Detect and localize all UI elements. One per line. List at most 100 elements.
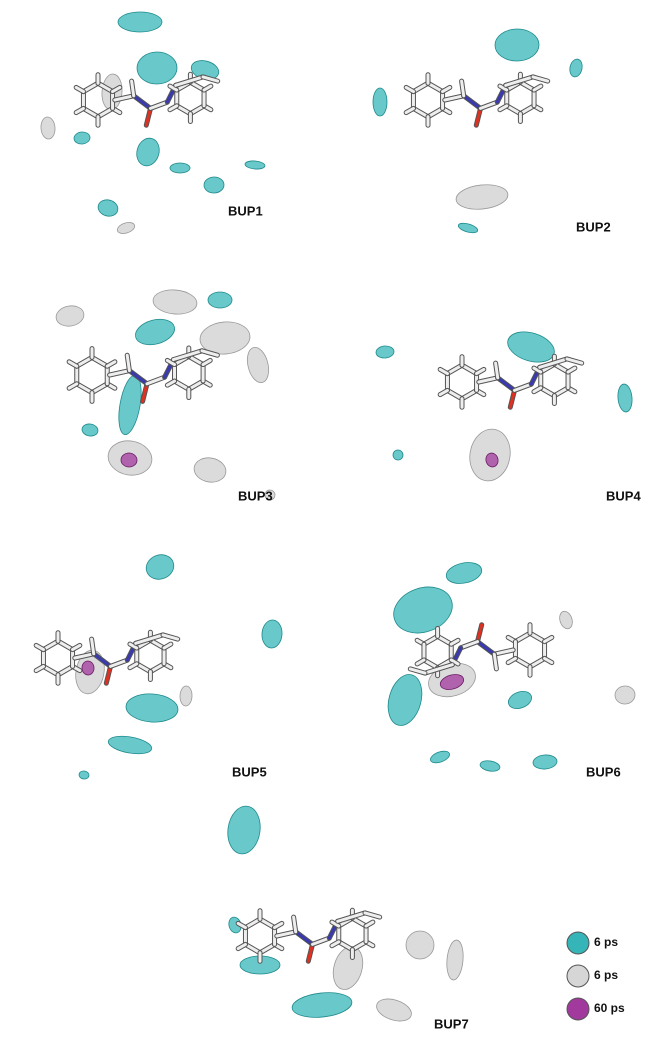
bond	[77, 357, 92, 366]
density-blob	[125, 692, 179, 724]
bond	[476, 108, 480, 125]
bond	[413, 83, 428, 91]
bond	[477, 369, 484, 373]
bond	[260, 944, 275, 952]
density-blob	[192, 455, 228, 484]
density-blob	[204, 177, 225, 194]
density-blob	[118, 12, 162, 32]
density-blob	[393, 450, 404, 461]
bond	[545, 637, 552, 641]
bond	[73, 645, 80, 649]
bond	[445, 96, 464, 100]
bond	[83, 83, 98, 91]
panel-label: BUP7	[434, 1016, 469, 1031]
density-blob	[115, 374, 145, 437]
bond	[462, 365, 477, 373]
density-blob	[152, 288, 198, 316]
density-blob	[121, 453, 138, 468]
legend-label: 6 ps	[594, 968, 618, 982]
bond	[530, 633, 545, 641]
bond	[43, 666, 58, 674]
density-blob	[406, 931, 434, 959]
bond	[58, 666, 73, 674]
density-blob	[180, 686, 193, 706]
legend-swatch	[567, 932, 589, 954]
density-blob	[78, 770, 89, 779]
bond	[567, 359, 582, 363]
density-blob	[107, 733, 153, 756]
panel-label: BUP4	[606, 488, 641, 503]
density-blob	[444, 559, 483, 586]
bond	[447, 365, 462, 373]
bond	[43, 641, 58, 649]
bond	[462, 390, 477, 398]
bond	[275, 923, 282, 927]
density-blob	[429, 749, 451, 765]
bond	[428, 108, 443, 116]
bond	[462, 81, 464, 96]
bond	[143, 384, 147, 402]
bond	[132, 81, 134, 96]
panel-label: BUP2	[576, 219, 611, 234]
density-blob	[445, 939, 464, 980]
density-blob	[244, 345, 272, 385]
bond	[496, 363, 498, 378]
density-blob	[170, 163, 190, 173]
bond	[533, 77, 548, 81]
bond	[440, 369, 447, 373]
density-blob	[495, 29, 540, 62]
bond	[365, 913, 380, 917]
bond	[260, 919, 275, 927]
density-blob	[383, 671, 427, 730]
density-blob	[261, 619, 283, 648]
density-blob	[245, 160, 266, 170]
bond	[92, 639, 94, 654]
density-blob	[73, 131, 90, 145]
density-blob	[225, 804, 263, 856]
panel-label: BUP3	[238, 488, 273, 503]
bond	[447, 390, 462, 398]
bond	[410, 669, 425, 673]
legend-swatch	[567, 965, 589, 987]
density-blob	[208, 292, 232, 308]
panel-label: BUP1	[228, 203, 263, 218]
bond	[494, 650, 513, 654]
density-blob	[506, 688, 534, 711]
bond	[508, 658, 515, 662]
bond	[296, 932, 313, 945]
bond	[36, 645, 43, 649]
bond	[107, 362, 115, 366]
panel-label: BUP6	[586, 764, 621, 779]
bond	[92, 357, 107, 366]
bond	[464, 96, 481, 109]
bond	[245, 944, 260, 952]
bond	[440, 390, 447, 394]
density-blob	[376, 345, 395, 359]
density-blob	[457, 221, 478, 234]
bond	[308, 944, 312, 961]
bond	[36, 666, 43, 670]
bond	[515, 633, 530, 641]
bond	[443, 87, 450, 91]
bond	[277, 932, 296, 936]
density-blob	[374, 995, 414, 1025]
bond	[478, 642, 495, 655]
density-blob	[328, 943, 367, 993]
bond	[146, 108, 150, 125]
density-blob	[54, 304, 85, 329]
bond	[428, 83, 443, 91]
bond	[83, 108, 98, 116]
bond	[203, 360, 210, 364]
density-blob	[532, 754, 557, 770]
bond	[106, 666, 110, 683]
bond	[58, 641, 73, 649]
density-blob	[134, 136, 163, 169]
density-blob	[455, 182, 509, 211]
density-blob	[614, 685, 635, 705]
bond	[545, 658, 552, 662]
bond	[76, 87, 83, 91]
bond	[134, 96, 151, 109]
figure: BUP1 BUP2 BUP3 BUP4 BUP5 BUP6 BUP7 6 ps6…	[0, 0, 651, 1038]
density-blob	[116, 220, 136, 235]
bond	[530, 658, 545, 666]
